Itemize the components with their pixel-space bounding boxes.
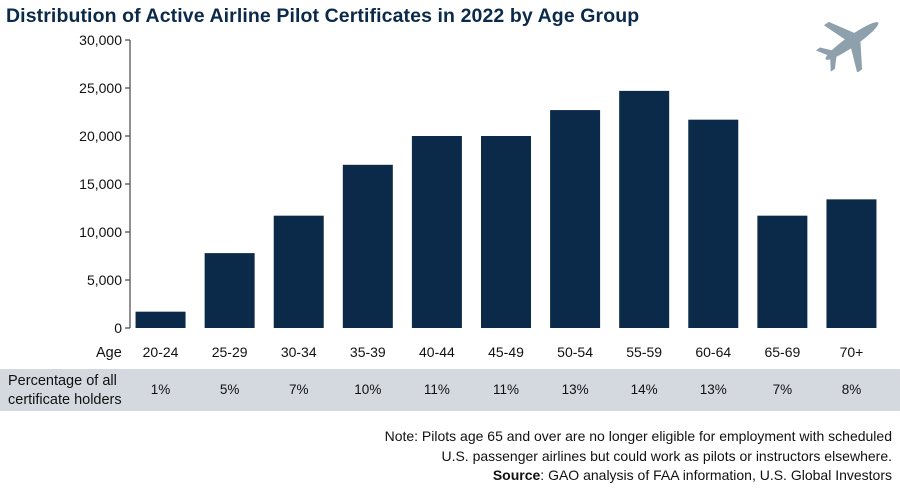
percentage-cell: 13% [561,382,589,397]
source-text: Source: GAO analysis of FAA information,… [272,467,892,483]
x-tick-label: 20-24 [143,344,179,360]
bar-50-54 [550,110,601,328]
x-tick-label: 40-44 [419,344,455,360]
y-tick-label: 5,000 [87,272,122,288]
percentage-cell: 10% [354,382,382,397]
percentage-cell: 5% [219,382,240,397]
percentage-band [0,369,900,411]
x-tick-label: 45-49 [488,344,524,360]
x-tick-label: 30-34 [281,344,317,360]
x-tick-label: 65-69 [764,344,800,360]
airplane-icon [815,21,879,72]
percentage-cell: 11% [492,382,520,397]
bar-35-39 [342,164,393,328]
bar-65-69 [757,215,808,328]
x-tick-label: 25-29 [212,344,248,360]
bar-60-64 [688,119,739,329]
percentage-cell: 7% [772,382,793,397]
note-text: Note: Pilots age 65 and over are no long… [272,426,892,466]
bar-40-44 [411,136,462,328]
y-tick-label: 0 [114,320,122,336]
bar-45-49 [481,136,531,328]
percentage-cell: 11% [423,382,450,397]
percentage-cell: 13% [699,382,727,397]
note-line-2: U.S. passenger airlines but could work a… [441,448,892,464]
bar-55-59 [619,90,670,328]
bar-20-24 [135,311,186,328]
y-tick-label: 30,000 [79,32,122,48]
x-tick-label: 55-59 [626,344,662,360]
x-axis-label: Age [96,345,122,361]
x-tick-label: 35-39 [350,344,386,360]
x-tick-label: 60-64 [695,344,731,360]
percentage-cell: 1% [150,382,171,397]
bar-chart: 0 5,000 10,000 15,000 20,000 25,000 30,000 Age 2… [79,32,877,361]
source-body: : GAO analysis of FAA information, U.S. … [540,467,892,483]
y-tick-label: 20,000 [79,128,122,144]
y-tick-label: 25,000 [79,80,122,96]
percentage-row-label: Percentage of all certificate holders [8,373,122,408]
bar-30-34 [273,215,324,328]
percentage-cell: 8% [841,382,862,397]
percentage-cell: 7% [288,382,309,397]
x-tick-label: 50-54 [557,344,593,360]
chart-title: Distribution of Active Airline Pilot Cer… [6,5,640,27]
bar-70+ [826,199,877,328]
y-tick-label: 15,000 [79,176,122,192]
source-label: Source [492,467,541,483]
y-tick-label: 10,000 [79,224,122,240]
note-line-1: Note: Pilots age 65 and over are no long… [384,428,892,444]
percentage-cell: 14% [630,382,658,397]
bar-25-29 [204,253,255,328]
x-tick-label: 70+ [840,344,864,360]
